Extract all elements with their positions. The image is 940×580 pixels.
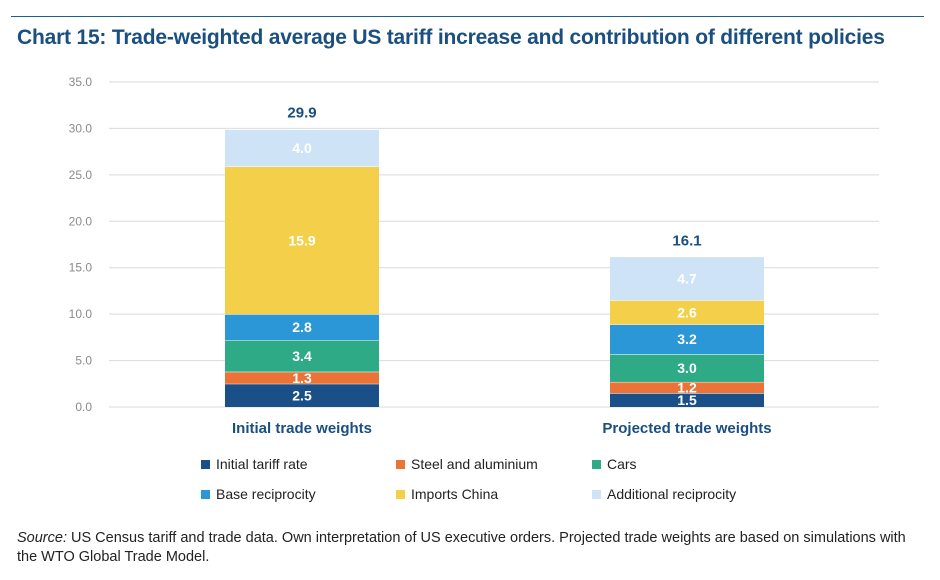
- top-rule: [11, 16, 924, 17]
- total-label: 16.1: [672, 233, 701, 250]
- data-label: 4.0: [292, 140, 312, 156]
- data-label: 15.9: [288, 232, 315, 248]
- total-label: 29.9: [287, 104, 316, 121]
- data-label: 2.6: [677, 304, 697, 320]
- bar-segment-cars: [610, 354, 764, 382]
- data-label: 1.3: [292, 370, 312, 386]
- bar-segment-cars: [225, 340, 379, 372]
- bar-segment-base-reciprocity: [610, 324, 764, 355]
- bar-segment-imports-china: [225, 166, 379, 315]
- data-label: 4.7: [677, 270, 697, 286]
- data-label: 2.5: [292, 387, 312, 403]
- y-tick-label: 15.0: [69, 261, 93, 275]
- bar-segment-steel-and-aluminium: [225, 371, 379, 384]
- source-note: Source: US Census tariff and trade data.…: [17, 529, 917, 567]
- bar-segment-imports-china: [610, 300, 764, 325]
- bar-segment-steel-and-aluminium: [610, 381, 764, 394]
- y-tick-label: 30.0: [69, 121, 93, 135]
- bar-segment-additional-reciprocity: [610, 256, 764, 301]
- data-label: 3.4: [292, 348, 312, 364]
- y-tick-label: 0.0: [75, 400, 92, 414]
- bar-segment-additional-reciprocity: [225, 129, 379, 167]
- data-label: 1.5: [677, 392, 697, 408]
- x-category-label: Projected trade weights: [602, 420, 771, 437]
- source-text: US Census tariff and trade data. Own int…: [17, 530, 906, 565]
- data-label: 3.2: [677, 331, 697, 347]
- chart-title: Chart 15: Trade-weighted average US tari…: [17, 26, 885, 49]
- data-label: 3.0: [677, 360, 697, 376]
- y-tick-label: 5.0: [75, 354, 92, 368]
- x-category-label: Initial trade weights: [232, 420, 372, 437]
- y-tick-label: 20.0: [69, 214, 93, 228]
- y-tick-label: 35.0: [69, 75, 93, 89]
- bar-segment-initial-tariff-rate: [225, 383, 379, 407]
- bar-segment-initial-tariff-rate: [610, 393, 764, 407]
- y-tick-label: 10.0: [69, 307, 93, 321]
- data-label: 2.8: [292, 319, 312, 335]
- bar-segment-base-reciprocity: [225, 314, 379, 341]
- data-label: 1.2: [677, 380, 697, 396]
- source-label: Source:: [17, 530, 67, 546]
- y-tick-label: 25.0: [69, 168, 93, 182]
